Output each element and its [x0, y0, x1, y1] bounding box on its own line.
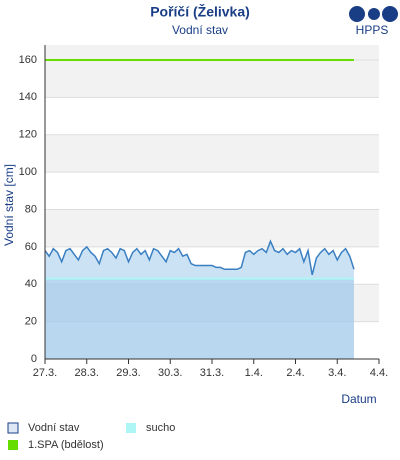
y-tick-label: 60 — [25, 241, 37, 253]
x-axis-label: Datum — [341, 392, 376, 406]
grid-band — [45, 59, 379, 98]
y-tick-label: 140 — [19, 91, 37, 103]
x-tick-label: 2.4. — [286, 367, 304, 379]
chart-subtitle: Vodní stav — [172, 23, 228, 37]
y-tick-label: 20 — [25, 316, 37, 328]
legend-swatch — [126, 423, 136, 433]
y-tick-label: 80 — [25, 203, 37, 215]
x-tick-label: 1.4. — [245, 367, 263, 379]
y-tick-label: 100 — [19, 166, 37, 178]
legend-label: Vodní stav — [28, 422, 80, 434]
logo-text: HPPS — [356, 23, 389, 37]
x-tick-label: 27.3. — [33, 367, 57, 379]
legend-label: sucho — [146, 422, 175, 434]
x-tick-label: 30.3. — [158, 367, 182, 379]
y-axis-label: Vodní stav [cm] — [2, 164, 16, 246]
x-tick-label: 29.3. — [116, 367, 140, 379]
y-tick-label: 120 — [19, 129, 37, 141]
grid-band — [45, 209, 379, 247]
x-tick-label: 31.3. — [200, 367, 224, 379]
y-tick-label: 160 — [19, 54, 37, 66]
x-tick-label: 3.4. — [328, 367, 346, 379]
legend-label: 1.SPA (bdělost) — [28, 439, 104, 451]
legend-swatch — [7, 422, 19, 434]
legend-swatch — [8, 440, 18, 450]
x-tick-label: 28.3. — [75, 367, 99, 379]
area — [45, 241, 354, 359]
line — [44, 239, 355, 276]
x-tick-label: 4.4. — [370, 367, 388, 379]
chart-title: Poříčí (Želivka) — [150, 3, 250, 20]
y-tick-label: 40 — [25, 278, 37, 290]
grid-band — [45, 134, 379, 173]
logo — [349, 6, 398, 22]
y-tick-label: 0 — [31, 353, 37, 365]
grid-band — [45, 45, 379, 60]
